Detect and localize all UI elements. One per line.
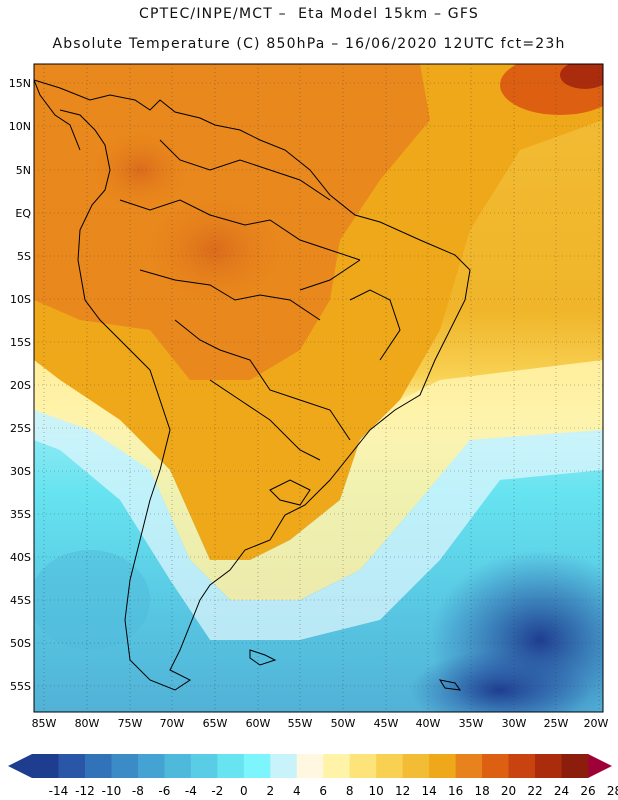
lon-label: 75W (118, 717, 143, 730)
colorbar-label: -6 (158, 784, 170, 798)
colorbar-cell (535, 754, 563, 778)
colorbar-cell (376, 754, 404, 778)
coastlines (34, 79, 471, 691)
colorbar-label: 0 (240, 784, 248, 798)
latitude-axis: 15N 10N 5N EQ 5S 10S 15S 20S 25S 30S 35S… (9, 77, 32, 693)
title-line-1: CPTEC/INPE/MCT – Eta Model 15km – GFS (139, 6, 479, 22)
grid-lines (34, 64, 603, 712)
lon-label: 30W (502, 717, 527, 730)
colorbar-cell (137, 754, 165, 778)
lat-label: 5N (16, 164, 31, 177)
lon-label: 55W (288, 717, 313, 730)
map-frame (33, 63, 604, 713)
colorbar-label: 20 (501, 784, 516, 798)
lat-label: 45S (10, 594, 31, 607)
lon-label: 80W (75, 717, 100, 730)
lat-label: 55S (10, 680, 31, 693)
colorbar-cell (32, 754, 59, 778)
colorbar-cell (243, 754, 271, 778)
colorbar-label: 16 (448, 784, 463, 798)
colorbar-label: -8 (132, 784, 144, 798)
lon-label: 40W (416, 717, 441, 730)
colorbar-cell (429, 754, 457, 778)
lat-label: 30S (10, 465, 31, 478)
colorbar-label: 12 (395, 784, 410, 798)
colorbar-cell (296, 754, 324, 778)
lon-label: 50W (331, 717, 356, 730)
lon-label: 35W (459, 717, 484, 730)
colorbar-label: -10 (102, 784, 122, 798)
colorbar-cell (482, 754, 510, 778)
colorbar-label: -12 (75, 784, 95, 798)
colorbar: -14 -12 -10 -8 -6 -4 -2 0 2 4 6 8 10 12 14 16 18 20 22 24 26… (8, 754, 618, 798)
colorbar-cell (270, 754, 298, 778)
colorbar-cell (217, 754, 245, 778)
colorbar-cell (455, 754, 483, 778)
colorbar-cell (111, 754, 139, 778)
colorbar-label: 6 (319, 784, 327, 798)
colorbar-left-arrow (8, 754, 32, 778)
lon-label: 45W (374, 717, 399, 730)
colorbar-label: 18 (474, 784, 489, 798)
colorbar-label: 22 (527, 784, 542, 798)
colorbar-label: 26 (580, 784, 595, 798)
colorbar-cell (561, 754, 589, 778)
colorbar-label: -2 (211, 784, 223, 798)
colorbar-label: 14 (422, 784, 437, 798)
colorbar-label: 24 (554, 784, 569, 798)
colorbar-label: 8 (346, 784, 354, 798)
colorbar-cell (402, 754, 430, 778)
colorbar-cell (190, 754, 218, 778)
lat-label: 50S (10, 637, 31, 650)
colorbar-label: 28 (607, 784, 618, 798)
lon-label: 85W (32, 717, 57, 730)
colorbar-label: -4 (185, 784, 197, 798)
colorbar-right-arrow (588, 754, 612, 778)
colorbar-label: 2 (266, 784, 274, 798)
colorbar-cell (164, 754, 192, 778)
lon-label: 20W (584, 717, 609, 730)
lat-label: 20S (10, 379, 31, 392)
longitude-axis: 85W 80W 75W 70W 65W 60W 55W 50W 45W 40W … (32, 717, 609, 730)
lon-label: 65W (203, 717, 228, 730)
title-line-2: Absolute Temperature (C) 850hPa – 16/06/… (52, 36, 566, 52)
lat-label: 5S (17, 250, 31, 263)
temperature-field (34, 64, 603, 712)
lon-label: 70W (160, 717, 185, 730)
colorbar-cell (58, 754, 86, 778)
lat-label: 10N (9, 120, 31, 133)
lat-label: EQ (15, 207, 31, 220)
colorbar-cell (84, 754, 112, 778)
colorbar-cell (349, 754, 377, 778)
lon-label: 25W (544, 717, 569, 730)
lat-label: 40S (10, 551, 31, 564)
lat-label: 15S (10, 336, 31, 349)
colorbar-cell (508, 754, 536, 778)
colorbar-label: 10 (369, 784, 384, 798)
lat-label: 10S (10, 293, 31, 306)
colorbar-label: 4 (293, 784, 301, 798)
lat-label: 25S (10, 422, 31, 435)
lon-label: 60W (246, 717, 271, 730)
lat-label: 15N (9, 77, 31, 90)
lat-label: 35S (10, 508, 31, 521)
colorbar-cell (323, 754, 351, 778)
colorbar-label: -14 (49, 784, 69, 798)
